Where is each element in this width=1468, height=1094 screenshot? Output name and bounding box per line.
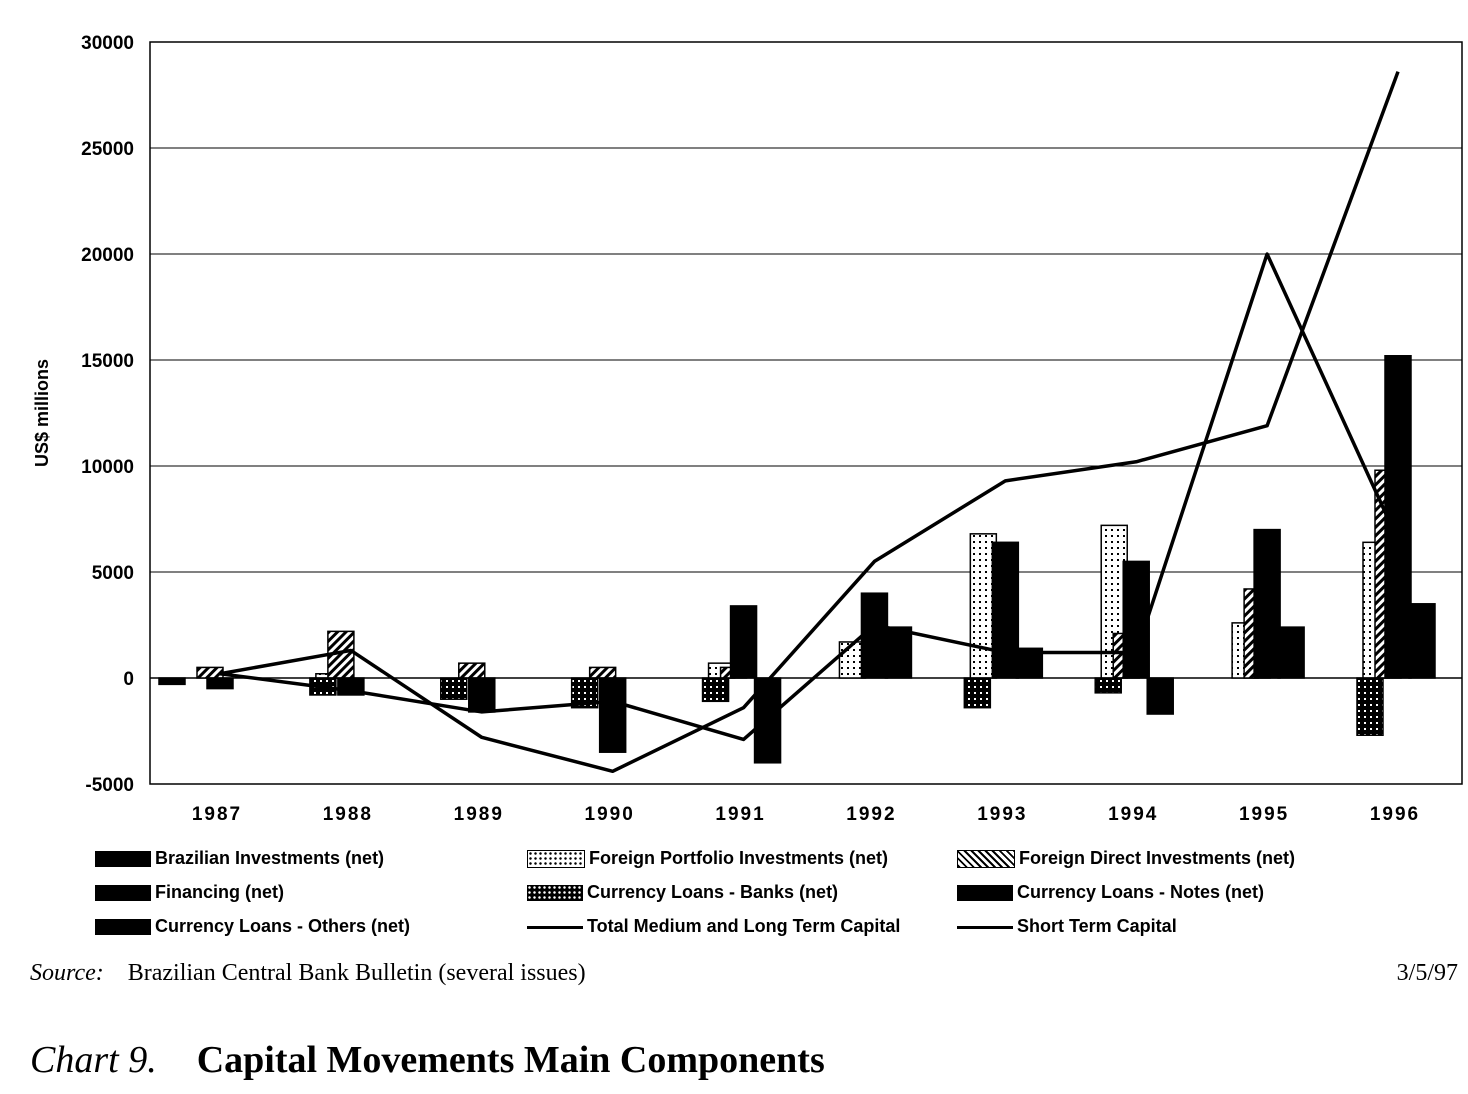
chart-caption: Chart 9. Capital Movements Main Component… bbox=[30, 1038, 825, 1082]
bar bbox=[1253, 528, 1281, 679]
chart-date: 3/5/97 bbox=[1396, 960, 1458, 986]
bar bbox=[991, 541, 1020, 679]
source-label: Source: bbox=[30, 960, 104, 986]
axes: 30000 25000 20000 15000 10000 5000 0 -5000 US$ m… bbox=[32, 33, 1463, 825]
legend-swatch bbox=[957, 884, 1013, 901]
series-lines bbox=[219, 71, 1400, 774]
series-line bbox=[219, 252, 1400, 742]
plot-frame bbox=[149, 41, 1463, 785]
legend-label: Currency Loans - Others (net) bbox=[155, 916, 411, 936]
legend-swatch bbox=[95, 918, 151, 935]
bar bbox=[1122, 560, 1150, 679]
source-text: Brazilian Central Bank Bulletin (several… bbox=[127, 960, 586, 986]
y-tick-label: 20000 bbox=[81, 245, 134, 266]
bar bbox=[860, 592, 889, 679]
bar bbox=[468, 677, 496, 713]
bar bbox=[196, 666, 224, 679]
legend-label: Short Term Capital bbox=[1017, 916, 1177, 936]
x-tick-label: 1990 bbox=[585, 804, 635, 825]
capital-movements-chart: 30000 25000 20000 15000 10000 5000 0 -5000 US$ m… bbox=[32, 33, 1463, 825]
legend-line-swatch bbox=[527, 919, 583, 935]
legend-swatch bbox=[95, 884, 151, 901]
legend-item-brazilian-investments: Brazilian Investments (net) bbox=[95, 848, 384, 869]
legend-label: Brazilian Investments (net) bbox=[155, 848, 385, 868]
bar bbox=[458, 662, 486, 679]
bar bbox=[1384, 355, 1412, 679]
legend-swatch bbox=[95, 850, 151, 867]
x-tick-label: 1989 bbox=[454, 804, 504, 825]
legend-item-loans-banks: Currency Loans - Banks (net) bbox=[527, 882, 838, 903]
y-tick-label: 0 bbox=[123, 669, 134, 690]
x-tick-label: 1992 bbox=[846, 804, 896, 825]
y-tick-label: 30000 bbox=[81, 33, 134, 54]
legend-swatch bbox=[527, 849, 585, 868]
legend-label: Foreign Direct Investments (net) bbox=[1019, 848, 1296, 868]
bar bbox=[1408, 603, 1436, 679]
bar bbox=[440, 677, 468, 700]
legend-swatch bbox=[957, 849, 1015, 868]
y-tick-label: -5000 bbox=[85, 775, 134, 796]
bar bbox=[1094, 677, 1122, 694]
legend-swatch bbox=[527, 884, 583, 901]
bar bbox=[1277, 626, 1305, 679]
bar bbox=[884, 626, 913, 679]
legend-item-foreign-direct: Foreign Direct Investments (net) bbox=[957, 848, 1295, 869]
bar bbox=[1146, 677, 1174, 715]
legend-item-financing: Financing (net) bbox=[95, 882, 284, 903]
y-axis-label: US$ millions bbox=[32, 359, 52, 467]
x-tick-label: 1995 bbox=[1239, 804, 1289, 825]
legend-label: Currency Loans - Banks (net) bbox=[587, 882, 839, 902]
legend-item-total-medium-long: Total Medium and Long Term Capital bbox=[527, 916, 900, 937]
legend-item-foreign-portfolio: Foreign Portfolio Investments (net) bbox=[527, 848, 888, 869]
caption-number: Chart 9. bbox=[30, 1039, 157, 1081]
legend-item-short-term: Short Term Capital bbox=[957, 916, 1177, 937]
x-tick-label: 1996 bbox=[1370, 804, 1420, 825]
x-tick-label: 1991 bbox=[715, 804, 765, 825]
gridlines bbox=[150, 147, 1462, 679]
series-line bbox=[219, 71, 1400, 774]
legend-item-loans-notes: Currency Loans - Notes (net) bbox=[957, 882, 1264, 903]
bar bbox=[701, 677, 730, 703]
legend-label: Currency Loans - Notes (net) bbox=[1017, 882, 1265, 902]
bar bbox=[158, 677, 186, 686]
y-tick-label: 15000 bbox=[81, 351, 134, 372]
legend-line-swatch bbox=[957, 919, 1013, 935]
legend-label: Total Medium and Long Term Capital bbox=[587, 916, 901, 936]
x-tick-label: 1988 bbox=[323, 804, 373, 825]
bar bbox=[729, 605, 758, 679]
bar bbox=[1356, 677, 1384, 736]
y-tick-label: 10000 bbox=[81, 457, 134, 478]
caption-title: Capital Movements Main Components bbox=[196, 1039, 825, 1081]
source-note: Source: Brazilian Central Bank Bulletin (… bbox=[30, 960, 586, 987]
bar bbox=[598, 677, 627, 753]
bar bbox=[588, 666, 617, 679]
bar bbox=[963, 677, 992, 709]
bar bbox=[206, 677, 234, 690]
legend-item-loans-others: Currency Loans - Others (net) bbox=[95, 916, 410, 937]
bars bbox=[158, 355, 1436, 764]
y-tick-label: 5000 bbox=[92, 563, 134, 584]
legend-label: Foreign Portfolio Investments (net) bbox=[589, 848, 889, 868]
x-tick-label: 1987 bbox=[192, 804, 242, 825]
legend-label: Financing (net) bbox=[155, 882, 284, 902]
x-tick-label: 1994 bbox=[1108, 804, 1158, 825]
y-tick-label: 25000 bbox=[81, 139, 134, 160]
x-tick-label: 1993 bbox=[977, 804, 1027, 825]
